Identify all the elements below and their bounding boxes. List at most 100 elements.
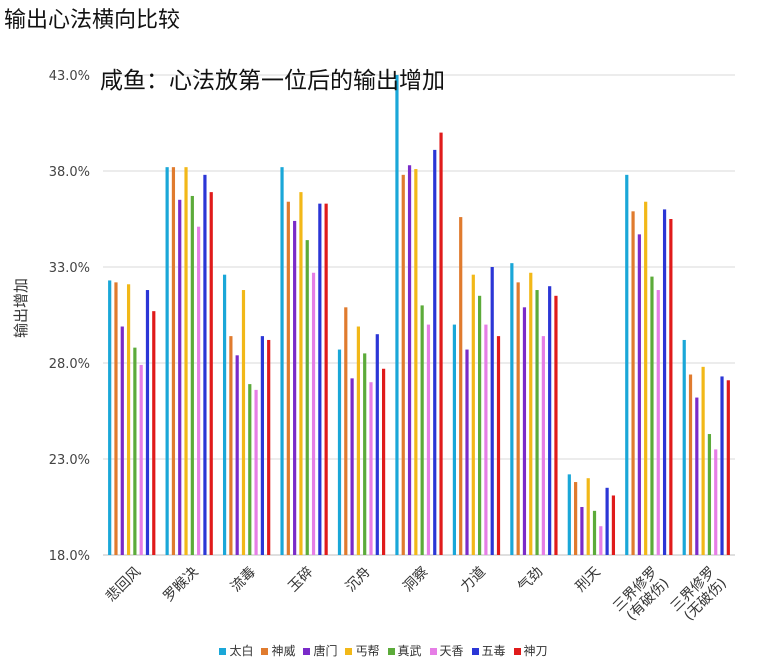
y-tick-label: 38.0% [49,165,90,180]
bar [586,478,590,555]
bar [254,389,258,555]
legend-swatch [513,648,521,655]
bar [108,280,112,555]
legend-swatch [429,648,437,655]
bar [605,487,609,555]
bar [324,203,328,555]
bar [318,203,322,555]
bar [184,167,188,555]
bar [465,349,469,555]
legend-label: 神威 [271,644,296,658]
bar [707,434,712,555]
bar [611,495,616,555]
bar [280,167,284,555]
legend-label: 五毒 [481,644,506,658]
bar [420,305,424,555]
bar [644,201,648,555]
bars [108,75,730,556]
bar [152,311,156,555]
legend-label: 神刀 [523,644,548,658]
bar [235,355,239,555]
bar [574,482,578,555]
legend-item: 太白 [219,642,253,659]
bar [650,276,654,555]
svg-text:悲回风: 悲回风 [102,563,144,605]
bar [662,209,667,555]
legend-swatch [261,648,269,655]
legend-swatch [387,648,395,655]
bar [510,263,514,555]
bar [599,526,603,555]
bar [363,353,367,555]
x-axis-labels: 悲回风 罗睺决 流毒 玉碎 沉舟 洞察 力道 气劲 刑天 三界修罗(有破伤)三界修罗(无破伤) [102,563,730,624]
bar [567,474,571,555]
bar [369,382,373,555]
x-tick-label: 玉碎 [285,564,316,595]
bar [541,336,545,555]
legend-swatch [471,648,479,655]
x-tick-label: 悲回风 [102,563,144,605]
bar [133,347,137,555]
svg-text:气劲: 气劲 [515,564,546,595]
bar [414,169,418,555]
bar [165,167,169,555]
bar [350,378,354,555]
bar [548,286,552,555]
bar [286,201,290,555]
legend-item: 五毒 [471,642,506,659]
bar [337,349,342,555]
legend-label: 唐门 [313,644,338,658]
bar [522,307,527,555]
bar [682,339,686,555]
legend-swatch [219,648,227,655]
legend-item: 天香 [429,642,464,659]
bar [407,165,412,556]
bar-chart: 悲回风 罗睺决 流毒 玉碎 沉舟 洞察 力道 气劲 刑天 三界修罗(有破伤)三界修罗(无破伤) 1… [12,68,735,624]
legend-item: 神刀 [513,642,548,659]
bar [580,507,584,555]
bar [344,307,348,555]
bar [248,384,252,555]
bar [554,295,558,555]
bar [171,167,176,555]
legend-item: 丐帮 [345,642,380,659]
bar [496,336,501,555]
svg-text:流毒: 流毒 [228,564,259,595]
grid [103,74,735,556]
x-tick-label: 三界修罗(无破伤) [668,564,730,624]
bar [145,290,150,555]
chart-title: 咸鱼：心法放第一位后的输出增加 [100,68,445,94]
y-tick-label: 43.0% [49,69,90,84]
svg-text:沉舟: 沉舟 [343,564,374,595]
bar [178,199,182,556]
bar [631,211,635,555]
legend-label: 真武 [397,644,422,658]
x-tick-label: 流毒 [228,564,259,595]
bar [126,284,131,555]
bar [120,326,124,555]
bar [439,132,443,555]
y-tick-label: 33.0% [49,261,90,276]
x-tick-label: 力道 [458,564,489,595]
bar [656,290,660,555]
bar [401,174,405,555]
legend-item: 神威 [261,642,295,659]
page-title: 输出心法横向比较 [4,8,181,33]
legend-swatch [303,648,311,655]
bar [459,217,463,555]
bar [484,324,488,555]
bar [222,274,227,555]
bar [688,374,693,555]
bar [197,226,201,555]
y-tick-label: 23.0% [49,453,90,468]
legend-item: 唐门 [303,642,337,659]
bar [714,449,718,555]
bar [311,272,316,555]
x-tick-label: 气劲 [515,564,546,595]
x-tick-label: 洞察 [400,563,432,595]
legend-item: 真武 [387,642,422,659]
bar [267,339,271,555]
bar [241,290,246,555]
bar [293,220,297,556]
bar [625,174,629,555]
